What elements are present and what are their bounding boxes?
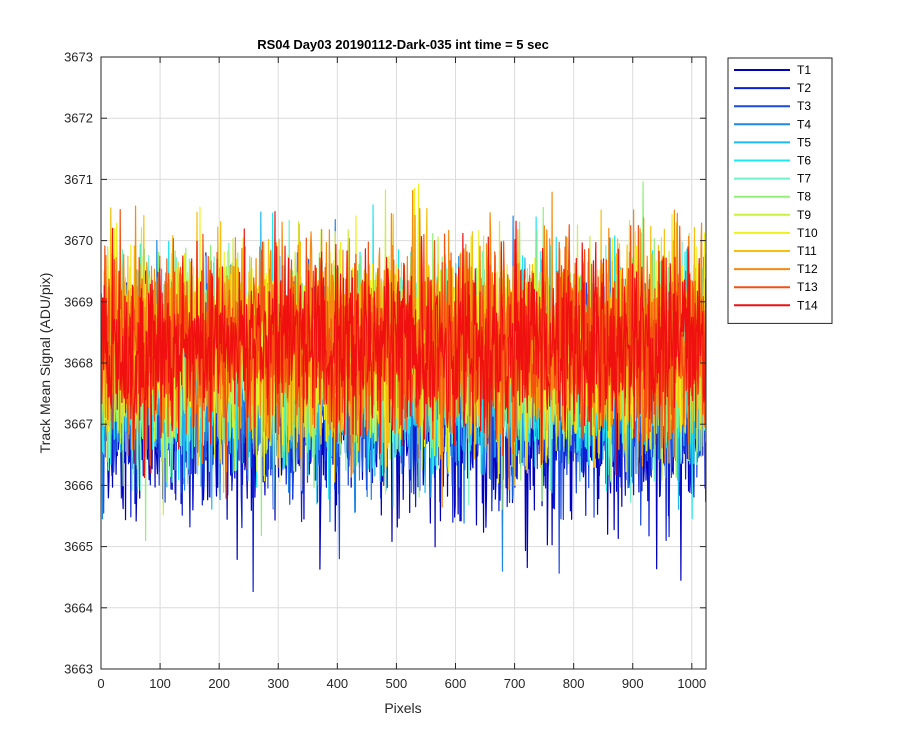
legend-entry: T3 xyxy=(734,99,811,113)
legend-label: T8 xyxy=(797,190,811,204)
x-tick-label: 600 xyxy=(445,676,467,691)
legend-label: T13 xyxy=(797,280,818,294)
legend-label: T14 xyxy=(797,298,818,312)
x-tick-label: 500 xyxy=(386,676,408,691)
legend-label: T1 xyxy=(797,63,811,77)
x-tick-label: 800 xyxy=(563,676,585,691)
y-axis-title: Track Mean Signal (ADU/pix) xyxy=(37,273,53,454)
legend-label: T7 xyxy=(797,172,811,186)
legend-entry: T13 xyxy=(734,280,818,294)
chart-title: RS04 Day03 20190112-Dark-035 int time = … xyxy=(257,37,549,52)
legend-entry: T4 xyxy=(734,117,811,131)
legend: T1 T2 T3 T4 T5 T6 T7 T8 T9 T10 T11 T12 T13 T14 xyxy=(727,57,833,324)
y-tick-label: 3666 xyxy=(64,478,93,493)
x-tick-label: 200 xyxy=(208,676,230,691)
legend-entry: T5 xyxy=(734,135,811,149)
legend-entry: T12 xyxy=(734,262,818,276)
y-tick-label: 3673 xyxy=(64,50,93,65)
x-tick-label: 300 xyxy=(267,676,289,691)
legend-label: T2 xyxy=(797,81,811,95)
x-axis-title: Pixels xyxy=(384,700,421,716)
legend-entry: T7 xyxy=(734,172,811,186)
y-tick-label: 3671 xyxy=(64,172,93,187)
x-tick-label: 100 xyxy=(149,676,171,691)
legend-entry: T9 xyxy=(734,208,811,222)
y-tick-label: 3670 xyxy=(64,233,93,248)
legend-entry: T8 xyxy=(734,190,811,204)
y-tick-label: 3672 xyxy=(64,111,93,126)
legend-label: T12 xyxy=(797,262,818,276)
legend-entry: T2 xyxy=(734,81,811,95)
y-tick-label: 3665 xyxy=(64,539,93,554)
y-tick-label: 3669 xyxy=(64,294,93,309)
x-tick-label: 900 xyxy=(622,676,644,691)
legend-box xyxy=(727,57,833,324)
legend-label: T3 xyxy=(797,99,811,113)
legend-label: T5 xyxy=(797,135,811,149)
y-tick-label: 3664 xyxy=(64,600,93,615)
x-tick-label: 0 xyxy=(97,676,104,691)
legend-label: T9 xyxy=(797,208,811,222)
x-tick-label: 1000 xyxy=(677,676,706,691)
legend-entry: T11 xyxy=(734,244,817,258)
plot-area: 0 100 200 300 400 500 600 700 800 900 1000 3663 3664… xyxy=(64,50,707,691)
legend-entry: T10 xyxy=(734,226,818,240)
y-tick-label: 3667 xyxy=(64,417,93,432)
series-line-t14 xyxy=(101,211,706,479)
legend-label: T4 xyxy=(797,117,811,131)
y-tick-label: 3663 xyxy=(64,662,93,677)
legend-entry: T14 xyxy=(734,298,818,312)
legend-entry: T6 xyxy=(734,154,811,168)
series-group xyxy=(101,181,706,593)
legend-entry: T1 xyxy=(734,63,811,77)
legend-label: T11 xyxy=(797,244,817,258)
y-tick-label: 3668 xyxy=(64,356,93,371)
x-tick-label: 400 xyxy=(326,676,348,691)
x-tick-label: 700 xyxy=(504,676,526,691)
legend-label: T6 xyxy=(797,154,811,168)
legend-label: T10 xyxy=(797,226,818,240)
